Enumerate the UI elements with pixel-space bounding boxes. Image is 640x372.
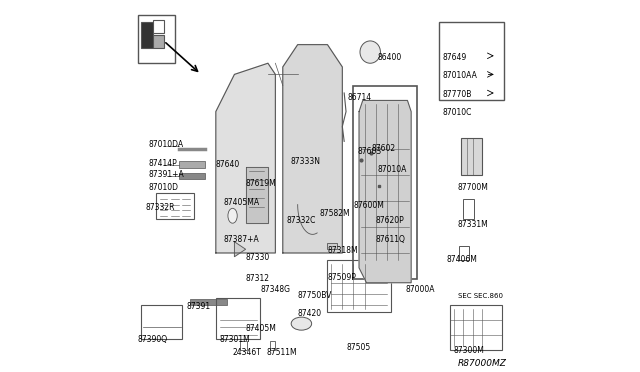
- Polygon shape: [246, 167, 268, 223]
- Text: 87414P: 87414P: [149, 159, 178, 168]
- Text: 87330: 87330: [246, 253, 270, 262]
- Text: 87406M: 87406M: [447, 255, 477, 264]
- Text: SEC SEC.860: SEC SEC.860: [458, 293, 502, 299]
- Text: 87602: 87602: [371, 144, 396, 153]
- Text: R87000MZ: R87000MZ: [458, 359, 506, 368]
- Text: 87010A: 87010A: [378, 165, 407, 174]
- Text: 87332R: 87332R: [145, 203, 175, 212]
- Text: 87010C: 87010C: [443, 108, 472, 117]
- Text: 87300M: 87300M: [454, 346, 484, 355]
- FancyBboxPatch shape: [152, 20, 164, 33]
- Text: 87405M: 87405M: [246, 324, 276, 333]
- Text: 87301M: 87301M: [220, 335, 250, 344]
- Text: 87640: 87640: [216, 160, 240, 169]
- Text: 24346T: 24346T: [232, 348, 262, 357]
- Text: 86400: 86400: [378, 52, 402, 61]
- Text: 87332C: 87332C: [287, 216, 316, 225]
- FancyBboxPatch shape: [179, 161, 205, 168]
- Text: 87390Q: 87390Q: [138, 335, 168, 344]
- Ellipse shape: [228, 208, 237, 223]
- Text: 86714: 86714: [348, 93, 372, 102]
- Text: 87010D: 87010D: [149, 183, 179, 192]
- FancyBboxPatch shape: [179, 173, 205, 179]
- FancyBboxPatch shape: [461, 138, 482, 175]
- Text: 87391+A: 87391+A: [149, 170, 184, 179]
- Polygon shape: [283, 45, 342, 253]
- Text: 87000A: 87000A: [406, 285, 435, 294]
- Polygon shape: [359, 100, 411, 283]
- Text: 87603: 87603: [357, 147, 381, 156]
- Text: 87348G: 87348G: [260, 285, 291, 294]
- Text: 87509P: 87509P: [328, 273, 356, 282]
- Text: 87333N: 87333N: [291, 157, 320, 166]
- Text: 87600M: 87600M: [353, 201, 385, 210]
- Text: 87331M: 87331M: [458, 220, 488, 229]
- Text: 87405MA: 87405MA: [223, 198, 259, 206]
- Text: 87649: 87649: [443, 52, 467, 61]
- Text: 87511M: 87511M: [266, 348, 297, 357]
- Text: 87318M: 87318M: [328, 246, 358, 255]
- Polygon shape: [234, 242, 246, 257]
- FancyBboxPatch shape: [141, 22, 152, 48]
- FancyBboxPatch shape: [152, 35, 164, 48]
- FancyBboxPatch shape: [328, 243, 337, 249]
- Text: 87420: 87420: [298, 309, 322, 318]
- Text: 87770B: 87770B: [443, 90, 472, 99]
- Polygon shape: [216, 63, 275, 253]
- Text: 87611Q: 87611Q: [376, 235, 406, 244]
- FancyBboxPatch shape: [190, 299, 227, 305]
- Ellipse shape: [291, 317, 312, 330]
- Text: 87750BV: 87750BV: [298, 291, 332, 299]
- Text: 87010DA: 87010DA: [149, 140, 184, 149]
- Text: 87387+A: 87387+A: [223, 235, 259, 244]
- Text: 87582M: 87582M: [320, 209, 351, 218]
- Text: 87391: 87391: [186, 302, 210, 311]
- Text: 87700M: 87700M: [458, 183, 488, 192]
- Ellipse shape: [360, 41, 380, 63]
- Text: 87010AA: 87010AA: [443, 71, 477, 80]
- Text: 87505: 87505: [346, 343, 371, 352]
- Text: 87620P: 87620P: [376, 216, 404, 225]
- Text: 87312: 87312: [246, 274, 269, 283]
- Text: 87619M: 87619M: [246, 179, 276, 188]
